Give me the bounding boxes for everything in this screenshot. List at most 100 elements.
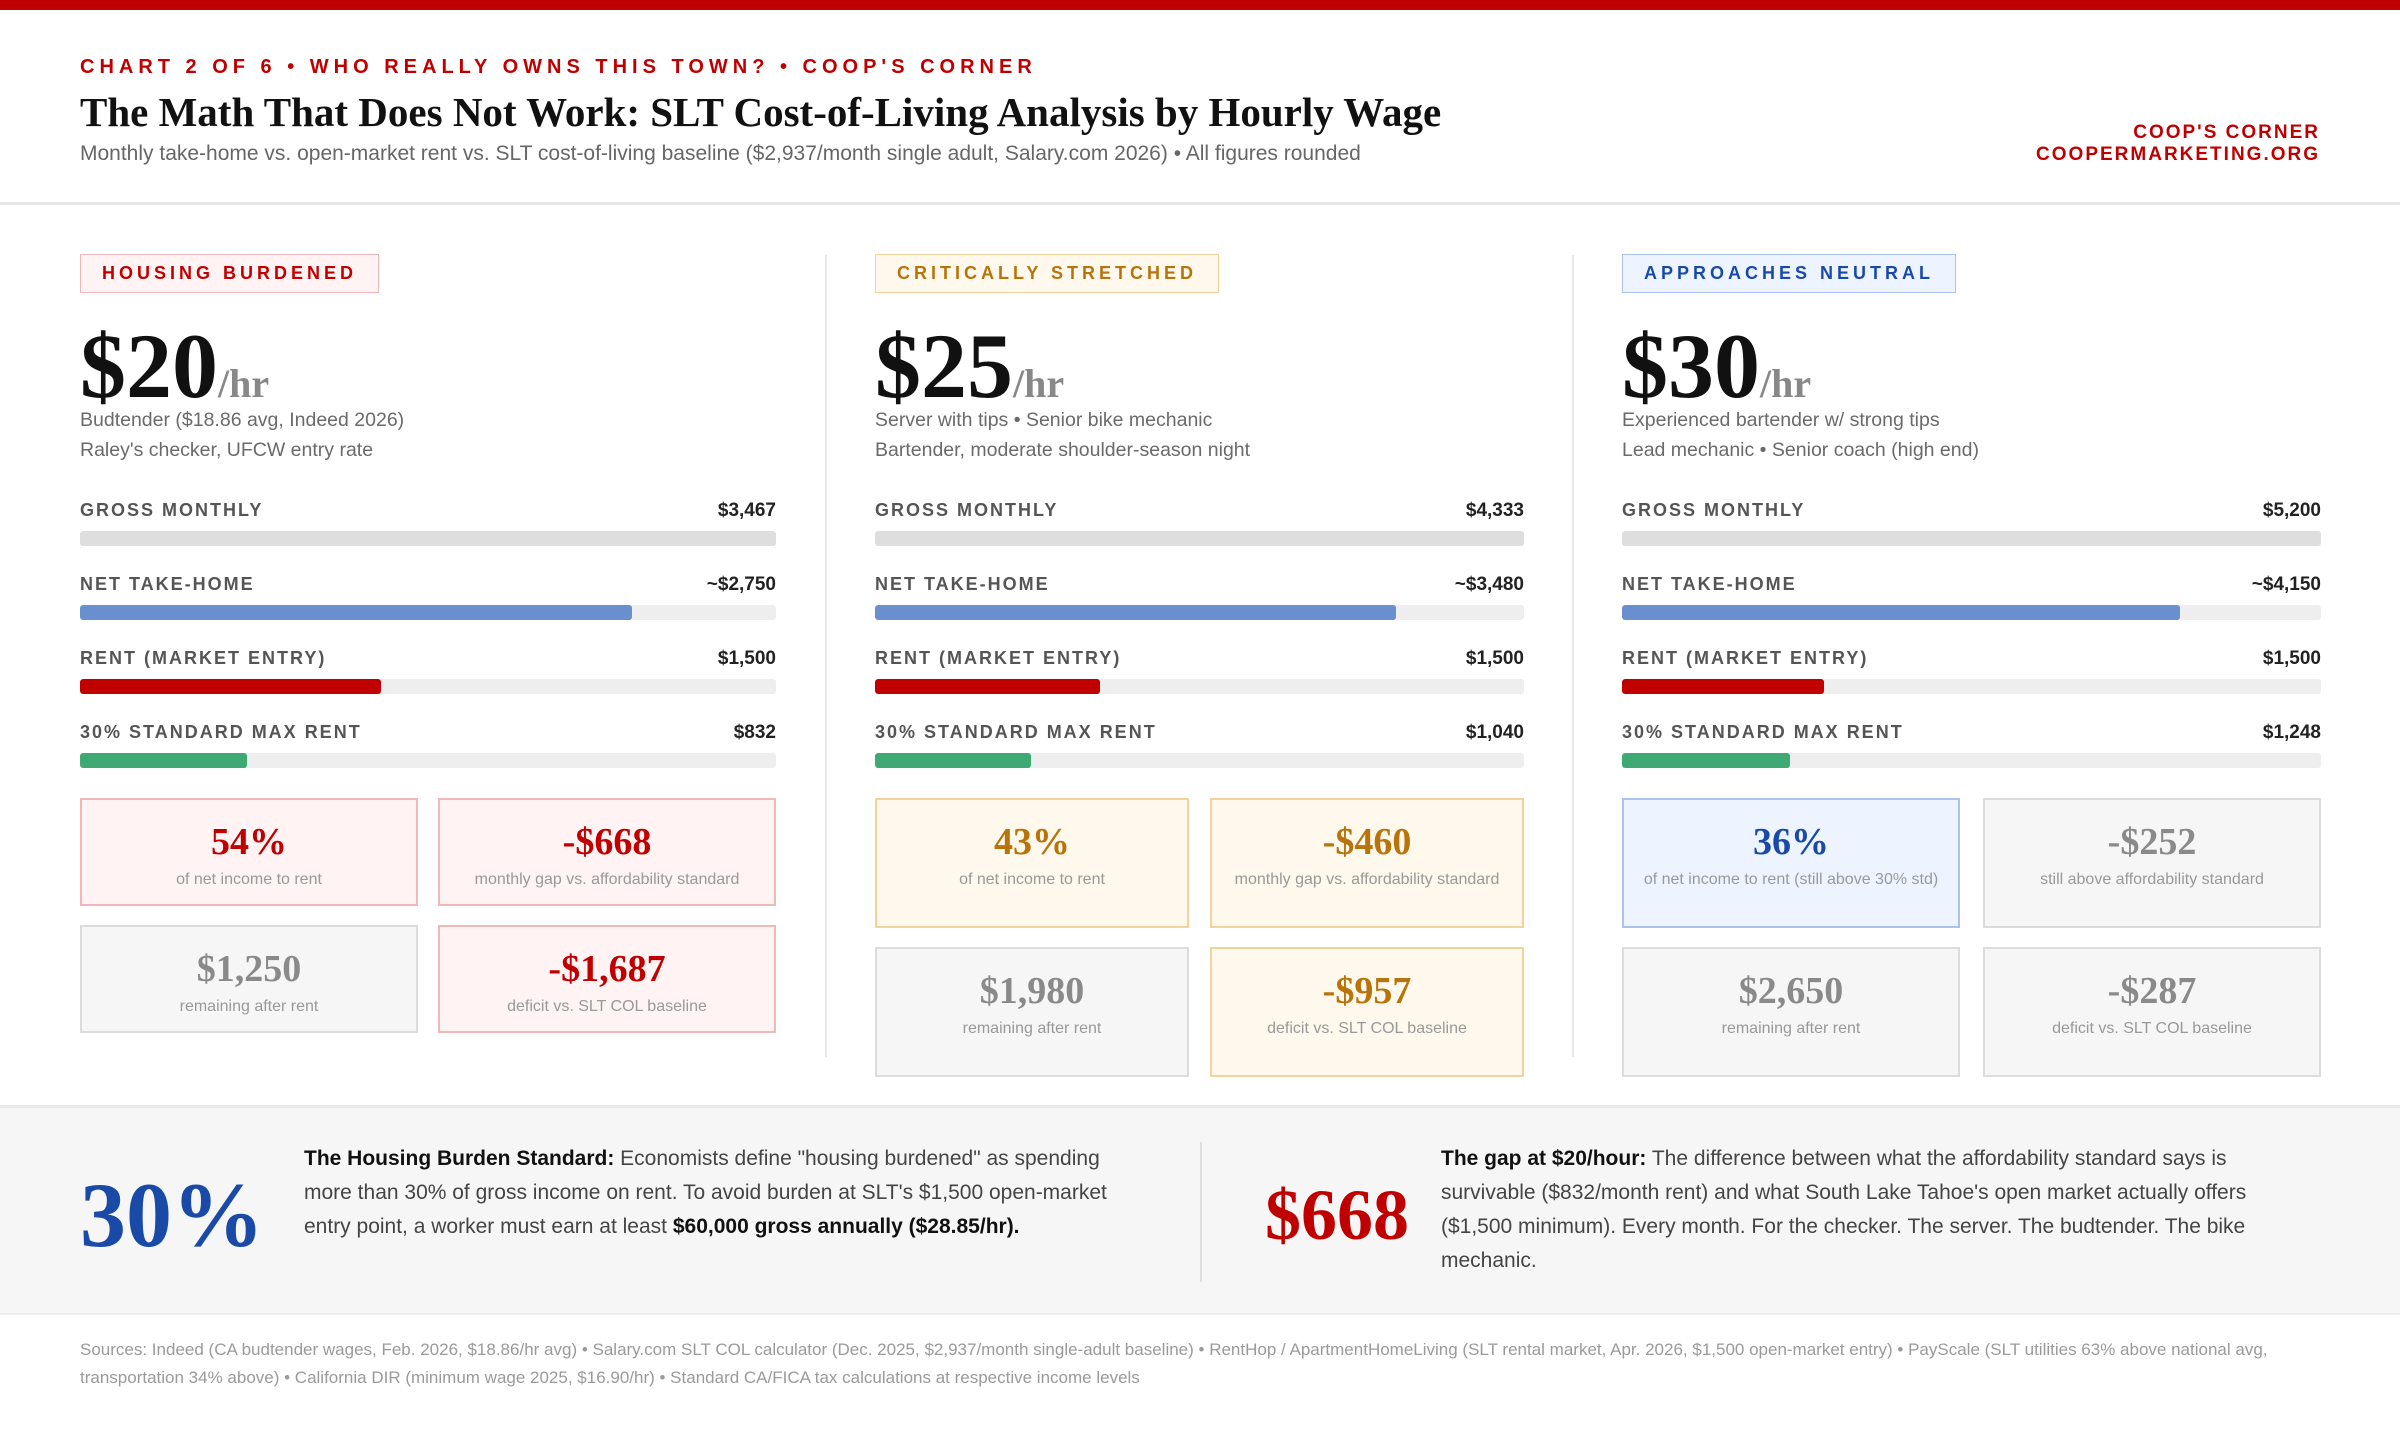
stat-value: $2,650 xyxy=(1738,970,1844,1012)
metric-label: GROSS MONTHLY xyxy=(875,500,1059,520)
chart-kicker: CHART 2 OF 6 • WHO REALLY OWNS THIS TOWN… xyxy=(80,56,1037,78)
stat-label: still above affordability standard xyxy=(2040,871,2264,888)
brand-name: COOP'S CORNER xyxy=(2133,122,2320,143)
job-line: Server with tips • Senior bike mechanic xyxy=(875,409,1213,431)
burden-standard-heading: The Housing Burden Standard: xyxy=(304,1147,615,1170)
stat-card: 43% of net income to rent xyxy=(875,798,1189,928)
hourly-wage: $20/hr xyxy=(80,313,269,419)
bar-gross xyxy=(1622,531,2321,546)
stat-card: -$287 deficit vs. SLT COL baseline xyxy=(1983,947,2321,1077)
wage-panel: HOUSING BURDENED $20/hr Budtender ($18.86 … xyxy=(80,205,776,1105)
wage-panel: APPROACHES NEUTRAL $30/hr Experienced bart… xyxy=(1622,205,2321,1105)
bar-max-rent xyxy=(1622,753,1790,768)
sources-note: Sources: Indeed (CA budtender wages, Feb… xyxy=(80,1340,2268,1387)
panel-divider xyxy=(1572,255,1574,1057)
callout-section: 30% The Housing Burden Standard: Economi… xyxy=(0,1105,2400,1315)
stat-card: 54% of net income to rent xyxy=(80,798,418,906)
gap-heading: The gap at $20/hour: xyxy=(1441,1147,1647,1170)
stat-card: $1,980 remaining after rent xyxy=(875,947,1189,1077)
metric-label: GROSS MONTHLY xyxy=(80,500,264,520)
metric-label: 30% STANDARD MAX RENT xyxy=(875,722,1157,742)
stat-card: -$1,687 deficit vs. SLT COL baseline xyxy=(438,925,776,1033)
bar-rent xyxy=(875,679,1100,694)
bar-gross xyxy=(875,531,1524,546)
hourly-wage: $25/hr xyxy=(875,313,1064,419)
job-line: Budtender ($18.86 avg, Indeed 2026) xyxy=(80,409,405,431)
stat-card: -$252 still above affordability standard xyxy=(1983,798,2321,928)
bar-track xyxy=(80,531,776,546)
metric-value: ~$4,150 xyxy=(2251,574,2321,595)
job-examples: Experienced bartender w/ strong tips Lead… xyxy=(1622,405,1979,465)
stat-card: $1,250 remaining after rent xyxy=(80,925,418,1033)
bar-rent xyxy=(80,679,382,694)
metric-value: $1,500 xyxy=(1465,648,1524,669)
metric-value: $1,040 xyxy=(1465,722,1524,743)
wage-amount: $20 xyxy=(80,315,218,417)
page-subtitle: Monthly take-home vs. open-market rent v… xyxy=(80,142,1361,165)
metric-value: $832 xyxy=(733,722,776,743)
status-badge: HOUSING BURDENED xyxy=(80,254,380,293)
stat-card: -$460 monthly gap vs. affordability stand… xyxy=(1210,798,1524,928)
stat-label: monthly gap vs. affordability standard xyxy=(474,871,740,888)
job-examples: Server with tips • Senior bike mechanic B… xyxy=(875,405,1250,465)
bar-net xyxy=(1622,605,2180,620)
stat-label: remaining after rent xyxy=(1721,1020,1861,1037)
metric-value: ~$2,750 xyxy=(706,574,776,595)
metric-label: 30% STANDARD MAX RENT xyxy=(1622,722,1904,742)
gap-figure: $668 xyxy=(1265,1175,1409,1255)
stat-value: -$1,687 xyxy=(548,948,666,990)
brand-url[interactable]: COOPERMARKETING.ORG xyxy=(2036,144,2320,165)
bar-net xyxy=(80,605,633,620)
burden-standard-threshold: $60,000 gross annually ($28.85/hr). xyxy=(672,1215,1020,1238)
metric-value: $5,200 xyxy=(2262,500,2321,521)
status-badge: CRITICALLY STRETCHED xyxy=(875,254,1220,293)
metric-row: GROSS MONTHLY $4,333 xyxy=(875,500,1524,550)
stat-value: -$287 xyxy=(2107,970,2197,1012)
metric-row: NET TAKE-HOME ~$4,150 xyxy=(1622,574,2321,624)
wage-unit: /hr xyxy=(1760,361,1812,406)
bar-rent xyxy=(1622,679,1824,694)
stat-card: -$668 monthly gap vs. affordability stand… xyxy=(438,798,776,906)
bar-net xyxy=(875,605,1397,620)
metric-value: $3,467 xyxy=(717,500,776,521)
metric-value: ~$3,480 xyxy=(1454,574,1524,595)
stat-value: 43% xyxy=(994,821,1070,863)
metric-row: RENT (MARKET ENTRY) $1,500 xyxy=(80,648,776,698)
bar-gross xyxy=(80,531,776,546)
job-line: Experienced bartender w/ strong tips xyxy=(1622,409,1940,431)
stat-label: deficit vs. SLT COL baseline xyxy=(507,998,707,1015)
stat-card: 36% of net income to rent (still above 30… xyxy=(1622,798,1960,928)
bar-track xyxy=(875,679,1524,694)
wage-unit: /hr xyxy=(1013,361,1065,406)
metric-row: GROSS MONTHLY $3,467 xyxy=(80,500,776,550)
wage-amount: $25 xyxy=(875,315,1013,417)
metric-value: $1,248 xyxy=(2262,722,2321,743)
bar-track xyxy=(875,531,1524,546)
metric-row: RENT (MARKET ENTRY) $1,500 xyxy=(875,648,1524,698)
wage-panel: CRITICALLY STRETCHED $25/hr Server with ti… xyxy=(875,205,1524,1105)
bar-track xyxy=(80,605,776,620)
stat-value: -$668 xyxy=(562,821,652,863)
status-badge: APPROACHES NEUTRAL xyxy=(1622,254,1957,293)
bar-track xyxy=(1622,605,2321,620)
bar-track xyxy=(80,753,776,768)
burden-standard-figure: 30% xyxy=(80,1164,264,1266)
hourly-wage: $30/hr xyxy=(1622,313,1811,419)
gap-body: The difference between what the affordab… xyxy=(1441,1147,2247,1272)
metric-value: $4,333 xyxy=(1465,500,1524,521)
stat-card: $2,650 remaining after rent xyxy=(1622,947,1960,1077)
job-line: Raley's checker, UFCW entry rate xyxy=(80,439,374,461)
page-title: The Math That Does Not Work: SLT Cost-of… xyxy=(80,89,1442,135)
bar-track xyxy=(1622,531,2321,546)
job-line: Bartender, moderate shoulder-season nigh… xyxy=(875,439,1251,461)
metric-label: NET TAKE-HOME xyxy=(80,574,255,594)
wage-panels: HOUSING BURDENED $20/hr Budtender ($18.86 … xyxy=(0,205,2400,1105)
metric-value: $1,500 xyxy=(717,648,776,669)
stat-value: -$957 xyxy=(1322,970,1412,1012)
stat-value: 54% xyxy=(211,821,287,863)
stat-label: of net income to rent xyxy=(176,871,322,888)
stat-label: deficit vs. SLT COL baseline xyxy=(1267,1020,1467,1037)
bar-track xyxy=(875,605,1524,620)
metric-label: NET TAKE-HOME xyxy=(1622,574,1797,594)
stat-value: $1,980 xyxy=(979,970,1085,1012)
